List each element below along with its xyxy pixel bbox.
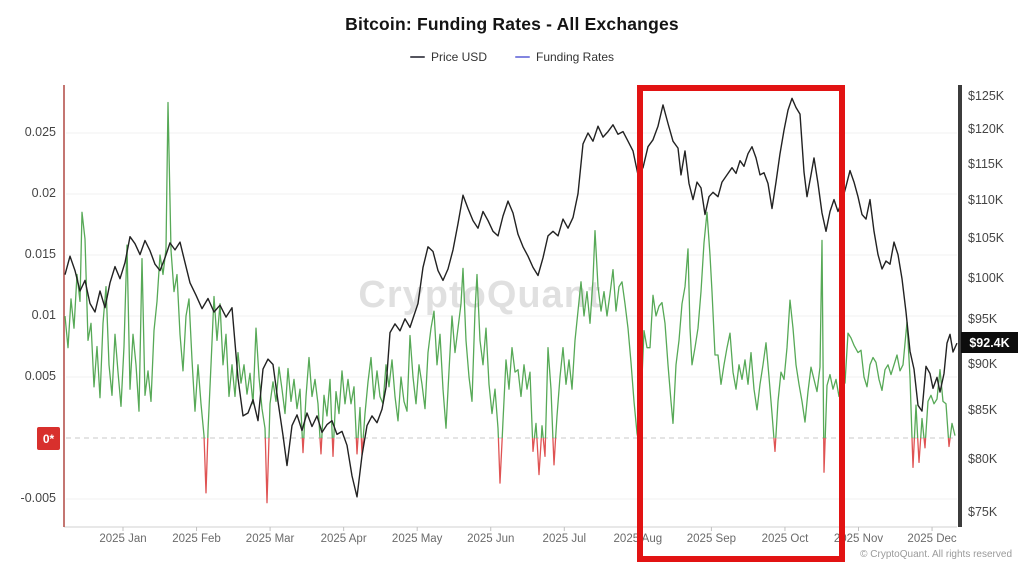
copyright-text: © CryptoQuant. All rights reserved	[860, 549, 1012, 560]
funding-rates-line	[554, 229, 639, 439]
funding-rates-line	[321, 378, 333, 439]
funding-rates-line	[923, 437, 927, 449]
funding-rates-line	[355, 437, 359, 455]
y-right-tick-label: $115K	[968, 156, 1004, 171]
y-left-tick-label: 0.025	[24, 125, 56, 139]
x-tick-label: 2025 May	[391, 533, 443, 545]
funding-rates-line	[536, 437, 542, 476]
funding-rates-line	[497, 437, 503, 484]
legend-item-funding-rates[interactable]: Funding Rates	[514, 50, 615, 64]
funding-rates-line	[319, 437, 323, 455]
funding-rates-line	[64, 101, 205, 439]
funding-rates-line	[920, 417, 925, 439]
funding-rates-line	[773, 437, 777, 453]
y-left-tick-label: 0.02	[31, 186, 56, 200]
y-left-tick-label: 0.01	[31, 308, 56, 322]
y-right-tick-label: $120K	[968, 122, 1005, 137]
funding-rates-line	[911, 437, 916, 468]
funding-rates-line	[207, 295, 266, 439]
funding-rates-line	[531, 437, 536, 453]
x-tick-label: 2025 Jan	[99, 533, 147, 545]
x-tick-label: 2025 Jun	[467, 533, 515, 545]
price-usd-line	[64, 97, 958, 498]
x-tick-label: 2025 Dec	[907, 533, 957, 545]
x-tick-label: 2025 Oct	[761, 533, 809, 545]
funding-rates-line	[264, 437, 270, 504]
funding-rates-line	[552, 437, 557, 466]
y-right-tick-label: $85K	[968, 403, 998, 418]
legend-label-funding-rates: Funding Rates	[535, 50, 615, 64]
y-right-tick-label: $110K	[968, 193, 1004, 208]
x-tick-label: 2025 Feb	[172, 533, 221, 545]
y-right-tick-label: $90K	[968, 356, 998, 371]
funding-rates-line	[357, 406, 362, 439]
y-left-tick-label: -0.005	[20, 491, 56, 505]
x-tick-label: 2025 Sep	[686, 533, 737, 545]
funding-rates-line	[824, 321, 913, 439]
funding-rates-line	[947, 437, 951, 448]
funding-rates-line	[303, 356, 321, 439]
funding-rates-line	[637, 437, 640, 445]
funding-rates-line	[917, 437, 922, 464]
x-tick-label: 2025 Aug	[613, 533, 663, 545]
funding-rates-line	[533, 422, 538, 439]
funding-rates-line	[333, 370, 357, 439]
x-tick-label: 2025 Nov	[833, 533, 884, 545]
funding-rates-line	[638, 211, 775, 439]
funding-rates-line	[203, 437, 209, 494]
funding-rates-line	[540, 425, 544, 439]
funding-rates-line	[301, 437, 305, 454]
funding-rates-line	[268, 366, 303, 439]
funding-rates-line	[362, 267, 500, 439]
zero-rate-badge: 0*	[37, 427, 60, 450]
current-price-badge: $92.4K	[961, 332, 1018, 354]
legend-item-price-usd[interactable]: Price USD	[409, 50, 487, 64]
funding-rates-line	[544, 347, 554, 439]
funding-rates-line	[542, 437, 547, 457]
y-left-tick-label: 0.015	[24, 247, 56, 261]
funding-rates-line	[501, 347, 534, 439]
funding-rates-line	[913, 404, 919, 439]
y-left-tick-label: 0.005	[24, 369, 56, 383]
x-tick-label: 2025 Jul	[542, 533, 587, 545]
funding-rates-line	[949, 422, 956, 439]
y-right-tick-label: $75K	[968, 505, 998, 519]
funding-rates-line	[331, 437, 335, 457]
funding-rates-line	[924, 369, 950, 439]
y-right-tick-label: $100K	[968, 270, 1005, 285]
y-right-tick-label: $95K	[968, 312, 998, 327]
price-legend-dash-icon	[409, 56, 425, 58]
legend: Price USD Funding Rates	[0, 50, 1024, 64]
legend-label-price-usd: Price USD	[430, 50, 487, 64]
chart-title: Bitcoin: Funding Rates - All Exchanges	[345, 14, 679, 34]
x-tick-label: 2025 Apr	[320, 533, 367, 545]
funding-rates-line	[775, 239, 825, 439]
y-right-tick-label: $80K	[968, 452, 998, 467]
funding-legend-dash-icon	[514, 56, 530, 58]
y-right-tick-label: $125K	[968, 89, 1005, 103]
funding-rates-line	[823, 437, 826, 473]
x-tick-label: 2025 Mar	[245, 533, 295, 545]
y-right-tick-label: $105K	[968, 230, 1005, 245]
